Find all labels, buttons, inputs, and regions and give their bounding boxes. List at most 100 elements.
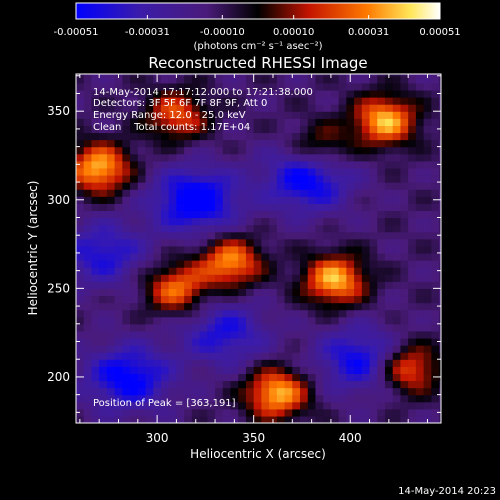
heatmap-cell (99, 189, 108, 197)
heatmap-cell (114, 75, 123, 84)
heatmap-cell (415, 182, 425, 190)
heatmap-cell (176, 82, 185, 91)
heatmap-cell (392, 111, 402, 119)
heatmap-cell (330, 82, 340, 91)
heatmap-cell (76, 345, 85, 353)
heatmap-cell (292, 146, 301, 155)
heatmap-cell (439, 153, 441, 162)
heatmap-cell (300, 104, 309, 112)
heatmap-cell (423, 316, 432, 325)
heatmap-cell (323, 267, 332, 275)
heatmap-cell (137, 118, 147, 126)
heatmap-cell (168, 146, 178, 155)
heatmap-cell (292, 132, 301, 141)
heatmap-cell (346, 337, 355, 346)
heatmap-cell (377, 415, 386, 423)
heatmap-cell (168, 97, 178, 105)
heatmap-cell (415, 196, 425, 204)
heatmap-cell (361, 118, 371, 126)
heatmap-cell (276, 387, 286, 396)
heatmap-cell (199, 146, 208, 155)
heatmap-cell (83, 316, 93, 325)
heatmap-cell (83, 231, 93, 240)
heatmap-cell (230, 330, 239, 339)
heatmap-cell (284, 302, 293, 311)
heatmap-cell (307, 118, 317, 126)
colorbar-ticks: -0.00051 -0.00031 -0.00010 0.00010 0.00031 0.… (54, 15, 461, 38)
heatmap-cell (431, 132, 440, 141)
heatmap-cell (384, 316, 394, 325)
heatmap-cell (431, 337, 440, 346)
heatmap-cell (369, 330, 378, 339)
heatmap-cell (338, 104, 347, 112)
heatmap-cell (369, 337, 378, 346)
heatmap-cell (238, 196, 247, 204)
heatmap-cell (338, 295, 347, 304)
heatmap-cell (215, 260, 224, 268)
heatmap-cell (361, 104, 371, 112)
heatmap-cell (300, 189, 309, 197)
heatmap-cell (253, 274, 262, 282)
heatmap-cell (184, 104, 193, 112)
heatmap-cell (369, 210, 378, 219)
heatmap-cell (431, 245, 440, 254)
heatmap-cell (145, 210, 154, 219)
heatmap-cell (176, 337, 185, 346)
heatmap-cell (83, 217, 93, 226)
heatmap-cell (238, 97, 247, 105)
heatmap-cell (184, 359, 193, 367)
heatmap-cell (199, 316, 208, 325)
heatmap-cell (91, 97, 100, 105)
heatmap-cell (245, 401, 255, 410)
heatmap-cell (354, 82, 363, 91)
heatmap-cell (323, 224, 332, 233)
heatmap-cell (83, 203, 93, 212)
heatmap-cell (423, 189, 432, 197)
heatmap-cell (207, 330, 216, 339)
heatmap-cell (176, 323, 185, 332)
heatmap-cells (76, 74, 441, 423)
heatmap-cell (230, 167, 239, 176)
heatmap-cell (408, 359, 417, 367)
heatmap-cell (130, 196, 139, 204)
colorbar-tick-label: -0.00010 (200, 27, 245, 38)
heatmap-cell (76, 146, 85, 155)
heatmap-cell (300, 401, 309, 410)
heatmap-cell (369, 394, 378, 403)
heatmap-cell (323, 132, 332, 141)
heatmap-cell (338, 323, 347, 332)
heatmap-cell (199, 203, 208, 212)
heatmap-cell (137, 288, 147, 297)
heatmap-cell (269, 260, 278, 268)
heatmap-cell (191, 238, 201, 247)
heatmap-cell (323, 337, 332, 346)
heatmap-cell (106, 316, 116, 325)
heatmap-cell (384, 203, 394, 212)
heatmap-cell (168, 189, 178, 197)
heatmap-cell (76, 401, 85, 410)
heatmap-cell (122, 260, 131, 268)
heatmap-cell (199, 267, 208, 275)
heatmap-cell (207, 97, 216, 105)
heatmap-cell (114, 182, 123, 190)
heatmap-cell (415, 111, 425, 119)
heatmap-cell (137, 89, 147, 98)
heatmap-cell (168, 260, 178, 268)
heatmap-cell (114, 224, 123, 233)
heatmap-cell (439, 401, 441, 410)
heatmap-cell (323, 82, 332, 91)
heatmap-cell (338, 82, 347, 91)
heatmap-cell (338, 366, 347, 374)
heatmap-cell (222, 132, 232, 141)
heatmap-cell (222, 97, 232, 105)
heatmap-cell (222, 359, 232, 367)
heatmap-cell (276, 394, 286, 403)
heatmap-cell (415, 231, 425, 240)
heatmap-cell (300, 97, 309, 105)
heatmap-cell (292, 274, 301, 282)
heatmap-cell (130, 323, 139, 332)
heatmap-cell (415, 132, 425, 141)
heatmap-cell (91, 394, 100, 403)
heatmap-cell (284, 387, 293, 396)
heatmap-cell (168, 401, 178, 410)
